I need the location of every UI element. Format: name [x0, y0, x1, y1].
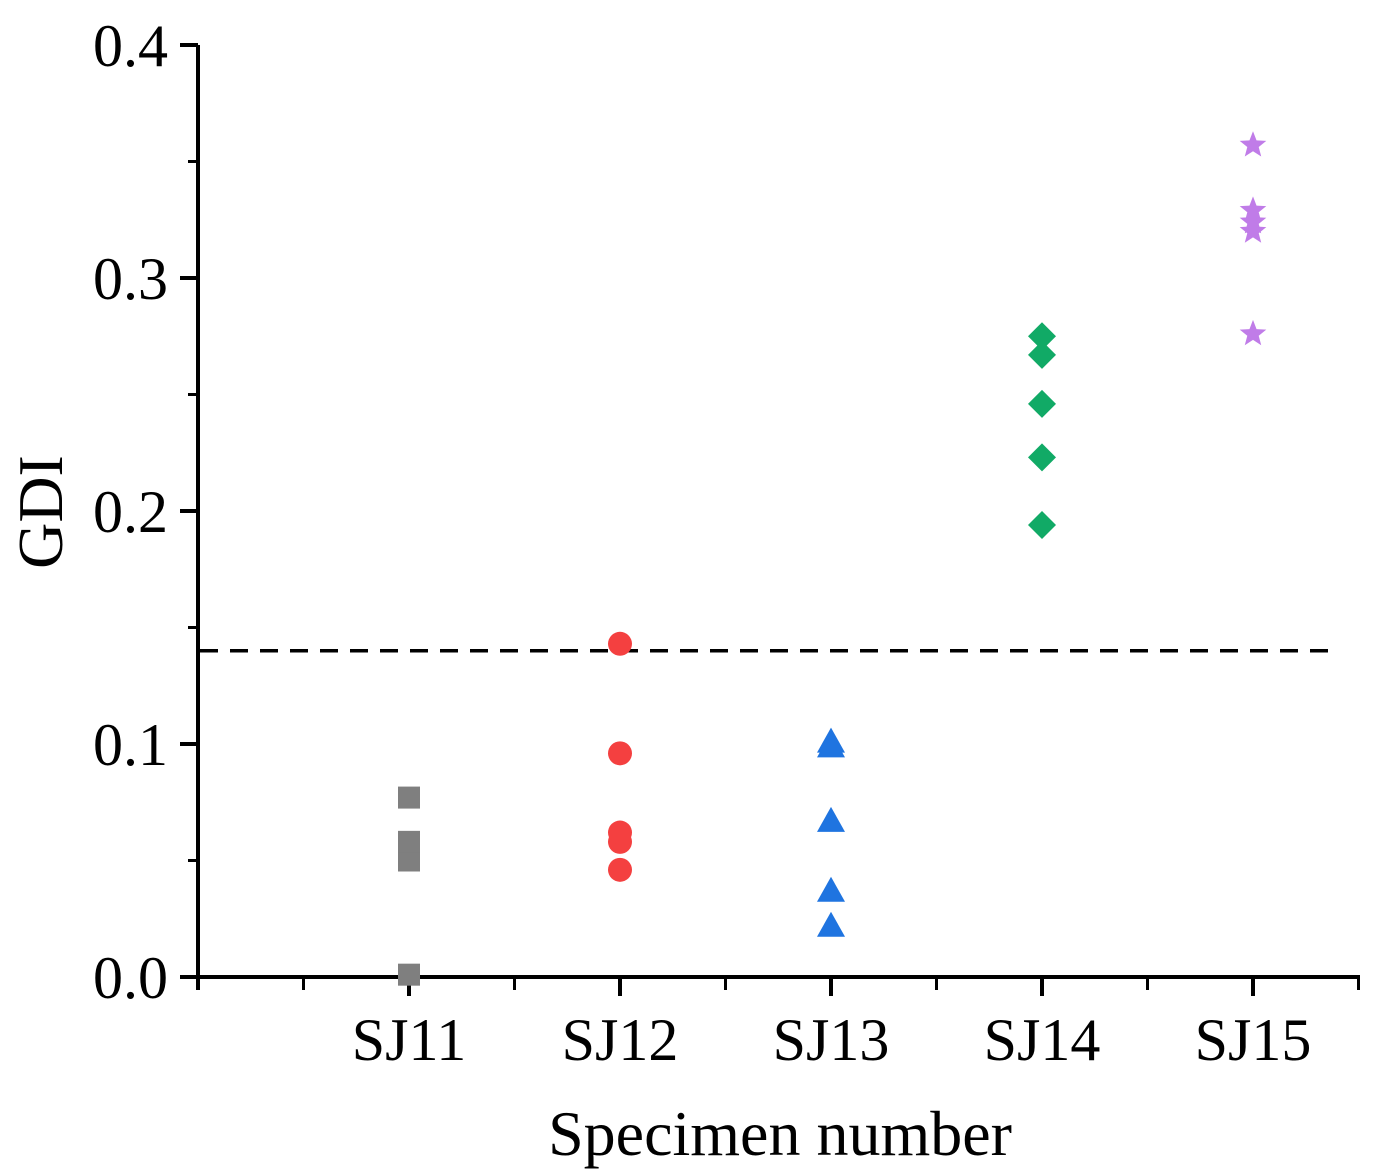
circle-marker — [608, 741, 632, 766]
star-marker — [1239, 319, 1267, 346]
triangle-marker — [817, 876, 845, 902]
diamond-marker — [1028, 340, 1056, 369]
y-tick-label: 0.2 — [93, 479, 168, 545]
triangle-marker — [817, 727, 845, 753]
diamond-marker — [1028, 322, 1056, 351]
circle-marker — [608, 631, 632, 656]
diamond-marker — [1028, 389, 1056, 418]
diamond-marker — [1028, 510, 1056, 539]
circle-marker — [608, 820, 632, 845]
square-marker — [398, 786, 420, 809]
circle-marker — [608, 857, 632, 882]
triangle-marker — [817, 806, 845, 832]
x-ticks: SJ11 SJ12 SJ13 SJ14 SJ15 — [302, 977, 1360, 1073]
x-tick-label: SJ11 — [352, 1007, 467, 1073]
y-ticks: 0.0 0.1 0.2 0.3 0.4 — [93, 13, 198, 1011]
star-marker — [1239, 131, 1267, 157]
axes — [196, 45, 1360, 990]
y-axis-title: GDI — [5, 455, 76, 569]
x-tick-label: SJ15 — [1195, 1007, 1312, 1073]
y-tick-label: 0.4 — [93, 13, 168, 79]
x-tick-label: SJ13 — [773, 1007, 890, 1073]
y-tick-label: 0.0 — [93, 945, 168, 1011]
star-marker — [1239, 217, 1267, 243]
data-points — [398, 131, 1267, 986]
x-axis-title: Specimen number — [548, 1098, 1012, 1169]
square-marker — [398, 830, 420, 853]
x-tick-label: SJ14 — [984, 1007, 1101, 1073]
y-tick-label: 0.3 — [93, 246, 168, 312]
y-tick-label: 0.1 — [93, 712, 168, 778]
square-marker — [398, 963, 420, 986]
star-marker — [1239, 196, 1267, 222]
diamond-marker — [1028, 443, 1056, 472]
x-tick-label: SJ12 — [562, 1007, 679, 1073]
star-marker — [1239, 208, 1267, 234]
triangle-marker — [817, 911, 845, 937]
